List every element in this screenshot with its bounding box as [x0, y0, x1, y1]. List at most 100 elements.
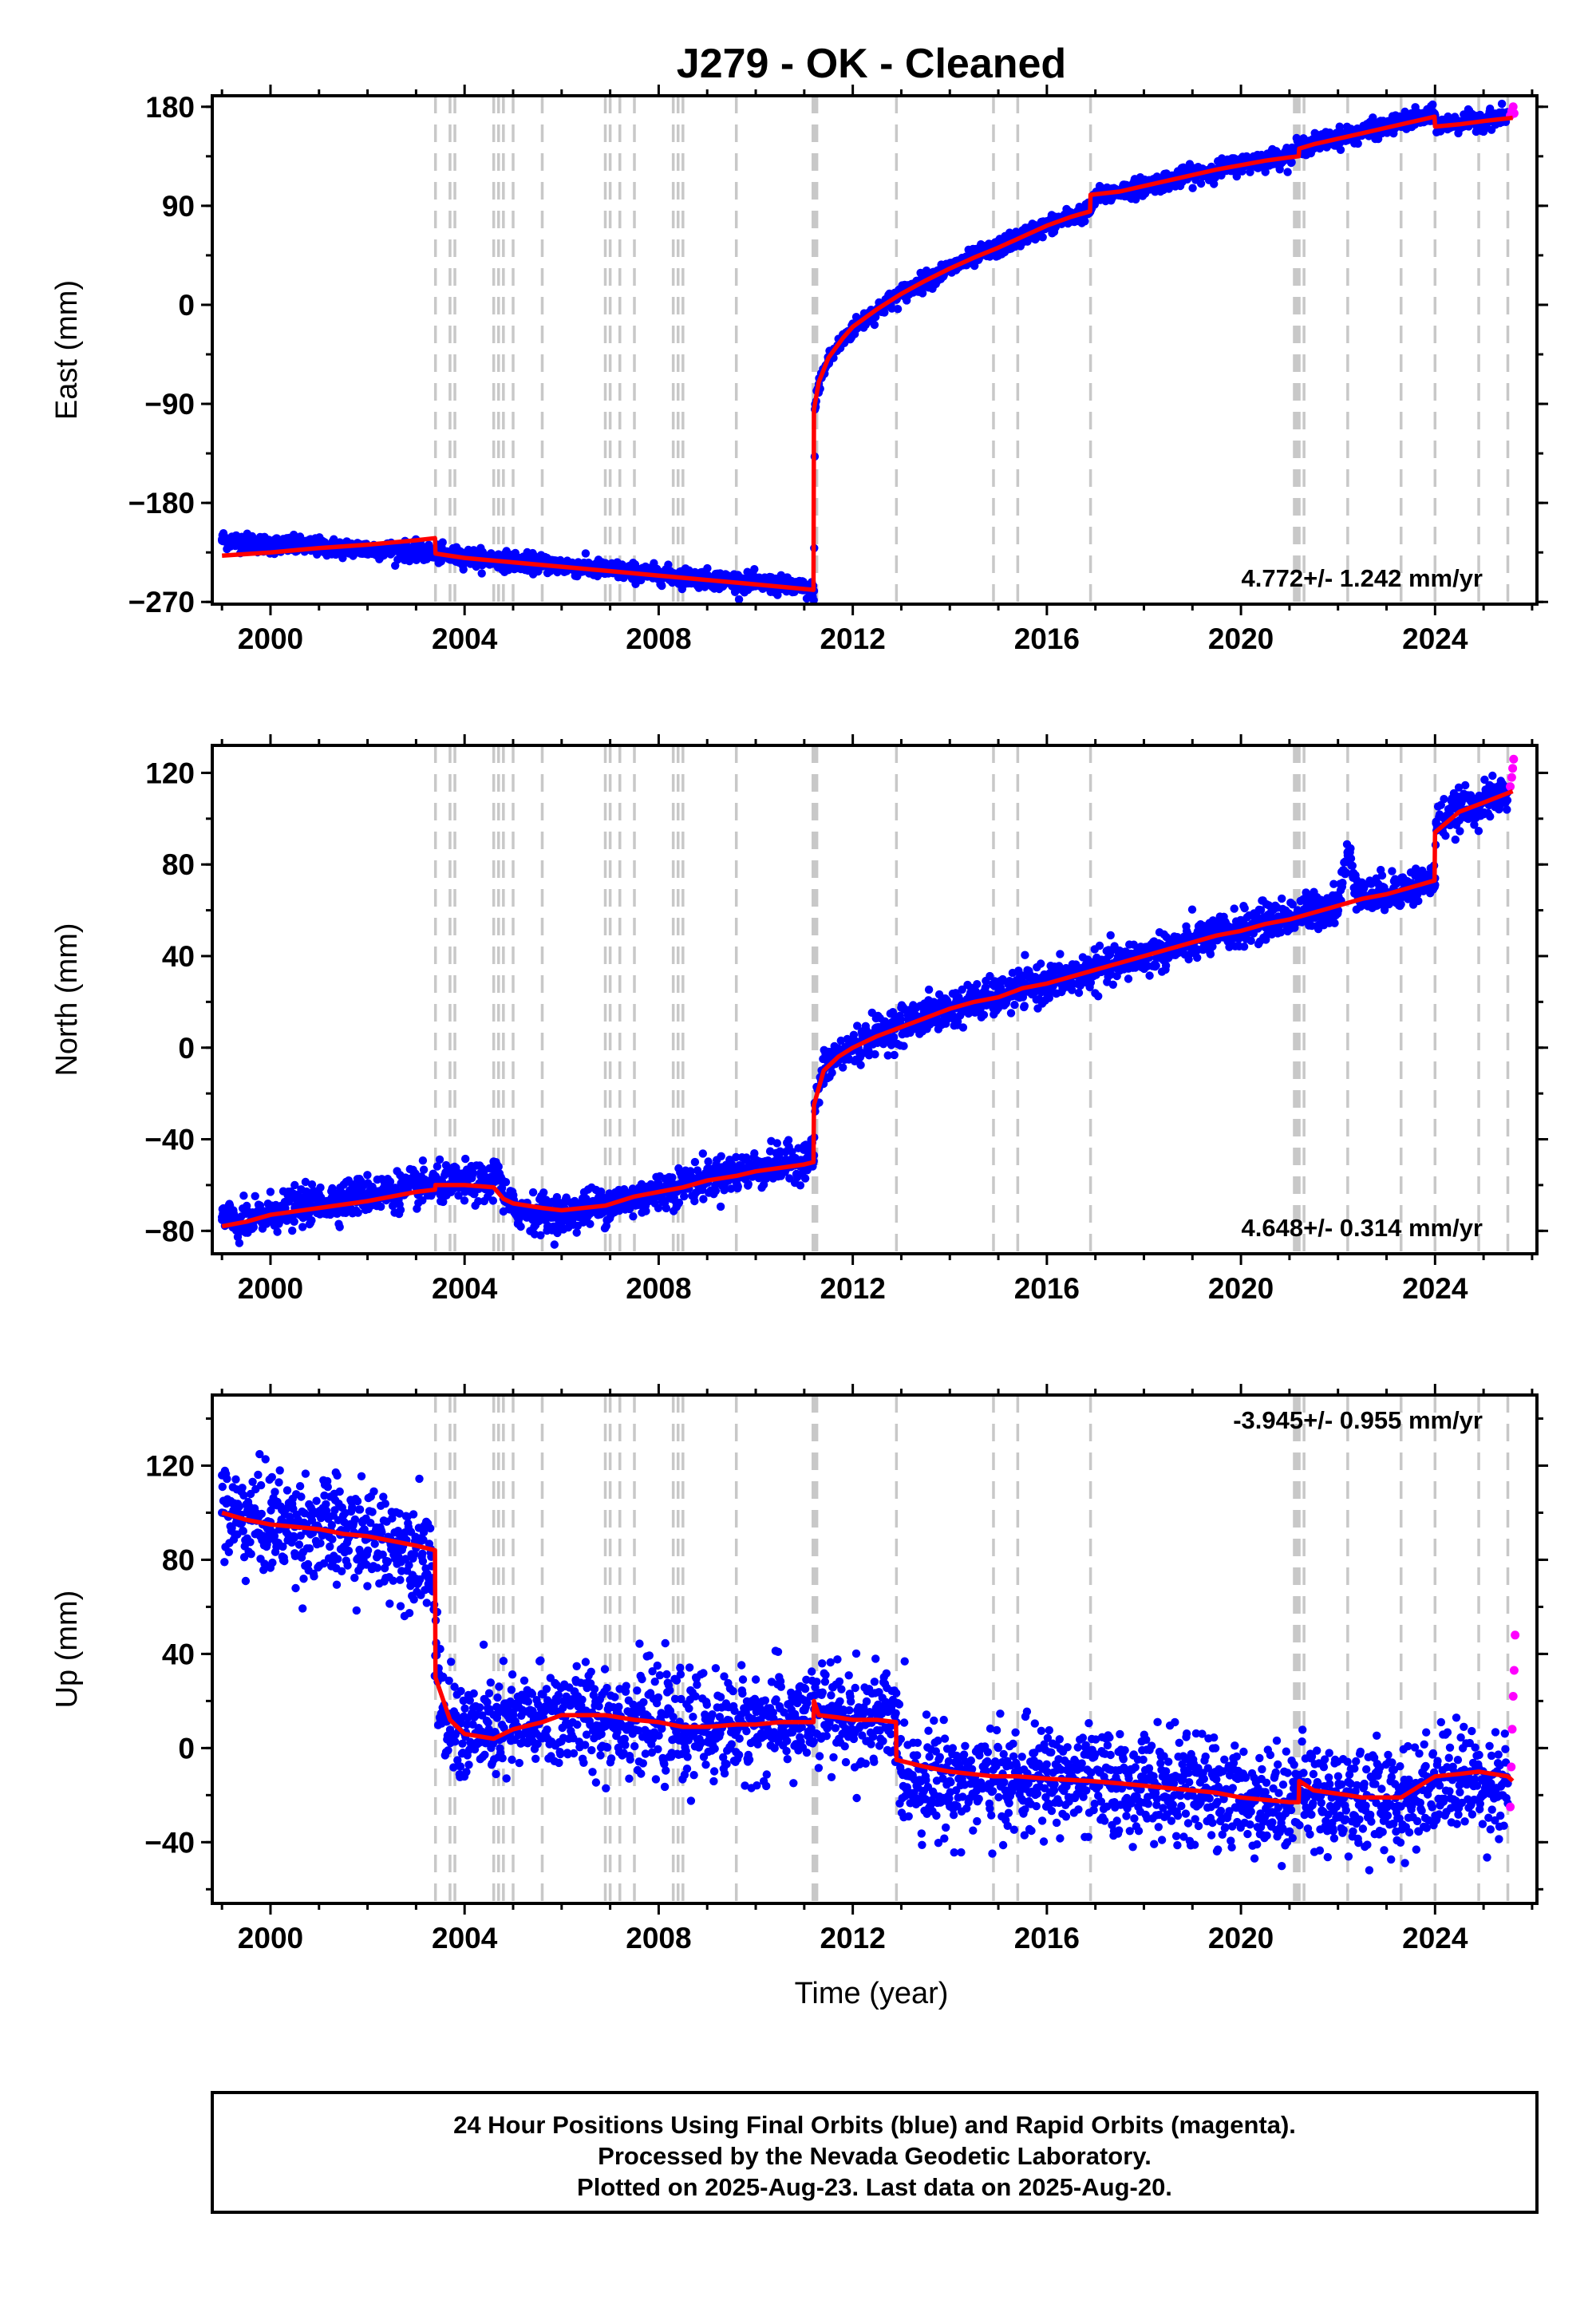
final-orbit-point [474, 1197, 483, 1206]
y-tick-label: −90 [144, 388, 195, 421]
final-orbit-point [1246, 168, 1254, 176]
final-orbit-point [979, 1010, 989, 1019]
final-orbit-point [800, 1174, 810, 1183]
east-panel: 2000 2004 2008 2012 2016 2020 2024180900−90−18… [50, 85, 1548, 655]
final-orbit-point [870, 320, 879, 330]
final-orbit-point [438, 538, 447, 547]
final-orbit-point [690, 1157, 700, 1167]
x-tick-label: 2016 [1014, 622, 1080, 655]
final-orbit-point [354, 1208, 362, 1217]
final-orbit-point [461, 1154, 470, 1164]
rapid-orbit-point [1509, 109, 1519, 118]
final-orbit-point [668, 1173, 677, 1182]
final-orbit-point [734, 595, 744, 604]
final-orbit-point [750, 1149, 759, 1158]
final-orbit-point [788, 1148, 796, 1156]
final-orbit-point [750, 565, 759, 574]
final-orbit-point [899, 1041, 908, 1050]
final-orbit-point [1196, 179, 1206, 188]
final-orbit-point [889, 1033, 899, 1041]
final-orbit-point [539, 1188, 548, 1197]
final-orbit-point [1132, 195, 1140, 204]
final-orbit-point [883, 1051, 892, 1060]
final-orbit-point [1187, 905, 1197, 914]
final-orbit-point [1230, 904, 1238, 913]
final-orbit-point [654, 1203, 663, 1213]
final-orbit-point [839, 1063, 847, 1072]
final-orbit-point [1056, 950, 1065, 958]
final-orbit-point [1106, 931, 1115, 940]
final-orbit-point [307, 1216, 316, 1225]
final-orbit-point [809, 595, 818, 604]
final-orbit-point [553, 1228, 562, 1238]
x-tick-label: 2020 [1208, 622, 1274, 655]
final-orbit-point [454, 1191, 463, 1200]
final-orbit-point [316, 1183, 325, 1192]
final-orbit-point [887, 304, 896, 313]
final-orbit-point [586, 1219, 595, 1228]
final-orbit-point [629, 1212, 638, 1221]
final-orbit-point [536, 1231, 545, 1240]
final-orbit-point [732, 1152, 741, 1162]
x-tick-label: 2012 [820, 622, 885, 655]
final-orbit-point [853, 1022, 862, 1030]
final-orbit-point [711, 1187, 721, 1196]
final-orbit-point [239, 1192, 248, 1200]
final-orbit-point [335, 1223, 344, 1231]
final-orbit-point [1006, 1009, 1016, 1018]
panel-frame [211, 94, 1539, 606]
final-orbit-point [690, 1196, 699, 1206]
final-orbit-point [1038, 233, 1047, 242]
final-orbit-point [477, 569, 486, 578]
final-orbit-point [1240, 903, 1249, 913]
final-orbit-point [1287, 158, 1296, 167]
final-orbit-point [1124, 974, 1133, 983]
final-orbit-point [744, 1180, 753, 1188]
final-orbit-point [918, 289, 927, 298]
final-orbit-point [290, 1180, 299, 1190]
final-orbit-point [1206, 950, 1215, 958]
final-orbit-point [418, 1156, 428, 1165]
final-orbit-point [893, 305, 903, 314]
final-orbit-point [251, 1192, 259, 1201]
final-orbit-point [704, 1157, 713, 1166]
final-orbit-point [1336, 145, 1345, 154]
final-orbit-point [958, 1023, 968, 1032]
final-orbit-point [301, 1177, 310, 1187]
final-orbit-point [1210, 180, 1219, 188]
final-orbit-point [298, 1223, 307, 1231]
final-orbit-point [460, 1196, 469, 1205]
final-orbit-point [1278, 894, 1286, 903]
y-tick-label: −270 [128, 586, 195, 619]
final-orbit-point [396, 1205, 405, 1215]
final-orbit-point [717, 1152, 725, 1161]
final-orbit-point [516, 1222, 525, 1231]
final-orbit-point [439, 1197, 448, 1207]
final-orbit-point [674, 1198, 684, 1207]
final-orbit-point [1152, 961, 1160, 970]
final-orbit-point [468, 1168, 477, 1177]
final-orbit-point [488, 1196, 498, 1205]
final-orbit-point [726, 1184, 736, 1193]
final-orbit-point [1094, 992, 1103, 1001]
final-orbit-point [1021, 951, 1029, 959]
final-orbit-point [266, 1188, 275, 1196]
model-line [222, 114, 1513, 592]
north-panel: 2000 2004 2008 2012 2016 2020 202412080400−40−… [50, 734, 1548, 1305]
final-orbit-point [733, 1182, 742, 1191]
final-orbit-point [1497, 99, 1507, 109]
final-orbit-point [581, 549, 591, 558]
final-orbit-point [266, 540, 275, 549]
final-orbit-point [836, 1036, 846, 1045]
final-orbit-point [528, 1188, 538, 1197]
final-orbit-point [849, 1030, 859, 1040]
figure-title: J279 - OK - Cleaned [677, 41, 1066, 87]
y-tick-label: −180 [128, 487, 195, 520]
final-orbit-point [828, 1069, 836, 1077]
final-orbit-point [1239, 943, 1249, 951]
final-orbit-point [273, 1227, 282, 1236]
final-orbit-point [235, 1239, 244, 1247]
rapid-orbit-point [1508, 102, 1518, 112]
final-orbit-point [290, 1217, 298, 1227]
